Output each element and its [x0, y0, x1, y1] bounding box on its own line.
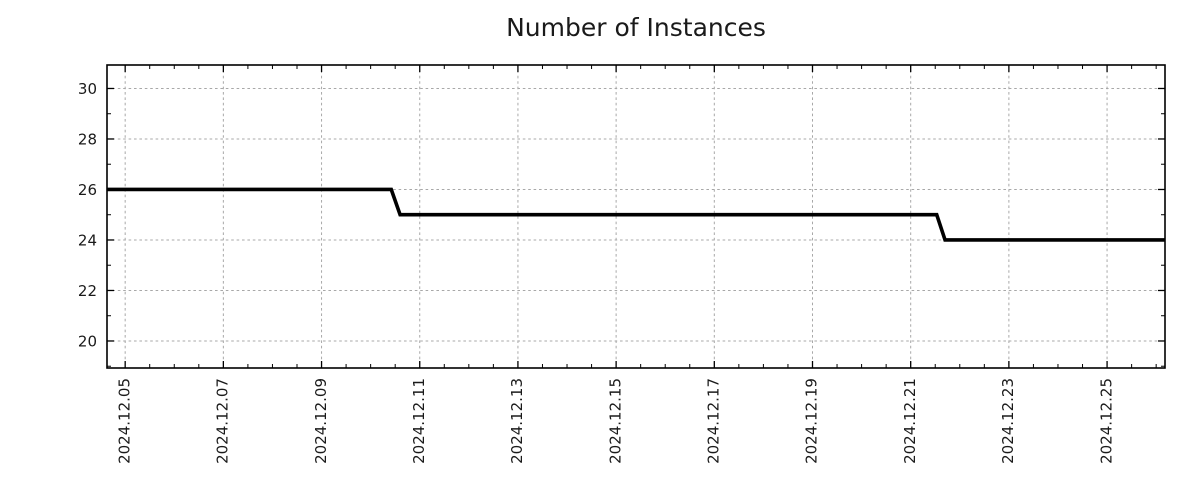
svg-text:2024.12.15: 2024.12.15	[606, 378, 624, 464]
svg-text:2024.12.21: 2024.12.21	[901, 378, 919, 464]
svg-text:26: 26	[78, 181, 97, 199]
plot-frame	[106, 64, 1166, 369]
svg-text:30: 30	[78, 80, 97, 98]
svg-text:2024.12.11: 2024.12.11	[410, 378, 428, 464]
y-tick-labels: 20 22 24 26 28 30	[78, 80, 97, 351]
svg-text:22: 22	[78, 282, 97, 300]
svg-text:2024.12.17: 2024.12.17	[705, 378, 723, 464]
svg-text:2024.12.19: 2024.12.19	[803, 378, 821, 464]
svg-text:2024.12.25: 2024.12.25	[1097, 378, 1115, 464]
series-line-instances	[107, 187, 1165, 242]
major-ticks	[107, 65, 1165, 368]
svg-text:2024.12.09: 2024.12.09	[312, 378, 330, 464]
svg-text:2024.12.13: 2024.12.13	[508, 378, 526, 464]
svg-text:24: 24	[78, 231, 97, 249]
svg-text:2024.12.05: 2024.12.05	[115, 378, 133, 464]
svg-text:28: 28	[78, 130, 97, 148]
svg-text:20: 20	[78, 332, 97, 350]
svg-text:2024.12.23: 2024.12.23	[999, 378, 1017, 464]
x-tick-labels: 2024.12.05 2024.12.07 2024.12.09 2024.12.11…	[115, 378, 1115, 464]
chart-title: Number of Instances	[506, 13, 766, 42]
svg-text:2024.12.07: 2024.12.07	[214, 378, 232, 464]
